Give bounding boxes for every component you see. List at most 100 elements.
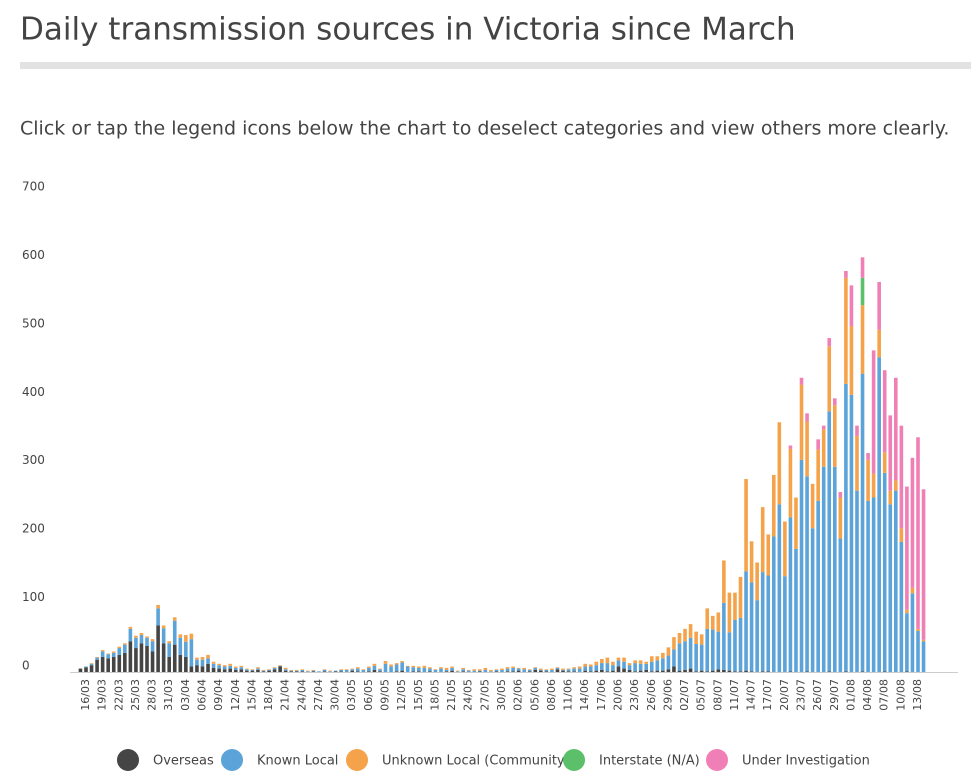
bar-segment [355, 671, 360, 672]
x-tick-label: 02/06 [512, 679, 525, 711]
bar-segment [860, 671, 865, 672]
legend-label[interactable]: Known Local [257, 754, 338, 769]
bar-segment [478, 669, 482, 671]
bar-segment [544, 671, 549, 672]
bar-segment [622, 661, 626, 669]
chart-subtitle: Click or tap the legend icons below the … [20, 118, 949, 140]
legend-label[interactable]: Overseas [153, 754, 214, 769]
bar-segment [328, 671, 332, 672]
x-tick-label: 18/05 [428, 679, 441, 711]
bar-segment [184, 656, 188, 672]
bar-segment [300, 671, 305, 672]
bar-segment [272, 669, 277, 672]
bar-segment [577, 666, 582, 669]
bar-segment [894, 490, 898, 672]
bar-segment [233, 669, 238, 672]
bar-segment [710, 615, 715, 630]
bar-segment [106, 658, 110, 672]
bar-segment [910, 457, 915, 588]
bar-segment [583, 666, 587, 671]
bar-segment [333, 671, 338, 672]
bar-segment [500, 668, 504, 670]
bar-segment [771, 536, 776, 672]
legend-label[interactable]: Unknown Local (Community) [382, 754, 570, 769]
x-tick-label: 29/07 [828, 679, 841, 711]
x-tick-label: 22/03 [112, 679, 125, 711]
bar-segment [860, 257, 865, 278]
bar-segment [866, 453, 870, 460]
bar-segment [322, 669, 327, 670]
bar-segment [233, 666, 238, 668]
bar-segment [860, 277, 865, 306]
bar-segment [428, 671, 432, 672]
bar-segment [733, 592, 737, 620]
legend-label[interactable]: Under Investigation [742, 754, 870, 769]
bar-segment [361, 669, 366, 672]
bar-segment [478, 670, 482, 672]
legend-swatch[interactable] [346, 749, 368, 771]
bar-segment [749, 671, 754, 672]
legend-swatch[interactable] [221, 749, 243, 771]
bar-segment [783, 521, 787, 577]
bar-segment [616, 666, 621, 672]
bar-segment [733, 619, 737, 672]
bar-segment [511, 671, 515, 672]
bar-segment [455, 671, 460, 672]
bar-segment [572, 671, 576, 672]
bar-segment [588, 666, 593, 672]
bar-segment [267, 670, 271, 672]
bar-segment [716, 631, 721, 670]
bar-segment [644, 669, 649, 672]
bar-segment [378, 668, 382, 670]
bar-segment [383, 661, 388, 664]
bar-segment [788, 445, 793, 449]
bar-segment [250, 669, 255, 671]
bar-segment [527, 669, 532, 670]
bar-segment [910, 587, 915, 594]
legend-swatch[interactable] [706, 749, 728, 771]
bar-segment [627, 669, 632, 672]
bar-segment [294, 671, 299, 672]
bar-segment [611, 661, 615, 666]
bar-segment [877, 357, 881, 672]
bar-segment [672, 666, 676, 672]
bar-segment [722, 560, 726, 603]
bar-segment [184, 635, 188, 642]
bar-segment [95, 659, 99, 672]
bar-segment [145, 636, 149, 638]
bar-segment [921, 639, 926, 642]
legend-swatch[interactable] [117, 749, 139, 771]
bar-segment [594, 665, 599, 671]
bar-segment [522, 669, 526, 672]
bar-segment [799, 459, 804, 672]
y-tick-label: 0 [22, 659, 30, 673]
bar-segment [461, 669, 465, 672]
bar-segment [228, 665, 233, 669]
bar-segment [261, 671, 266, 672]
bar-segment [677, 670, 682, 672]
bar-segment [139, 643, 144, 672]
bar-segment [760, 671, 765, 672]
bar-segment [899, 541, 904, 672]
bar-segment [317, 671, 321, 672]
bar-segment [516, 668, 521, 671]
bar-segment [860, 373, 865, 672]
bar-segment [855, 435, 859, 491]
x-tick-label: 05/07 [695, 679, 708, 711]
bar-segment [461, 671, 465, 672]
bar-segment [882, 472, 887, 672]
bar-segment [849, 326, 854, 395]
bar-segment [672, 637, 676, 650]
bar-segment [533, 667, 538, 668]
bar-segment [283, 670, 288, 672]
bar-segment [683, 669, 687, 672]
bar-segment [550, 668, 554, 670]
bar-segment [422, 665, 427, 668]
bar-segment [128, 628, 133, 642]
bar-segment [200, 659, 205, 667]
bar-segment [594, 670, 599, 672]
legend-swatch[interactable] [563, 749, 585, 771]
bar-segment [150, 641, 155, 652]
legend-label[interactable]: Interstate (N/A) [599, 754, 700, 769]
bar-segment [849, 285, 854, 327]
